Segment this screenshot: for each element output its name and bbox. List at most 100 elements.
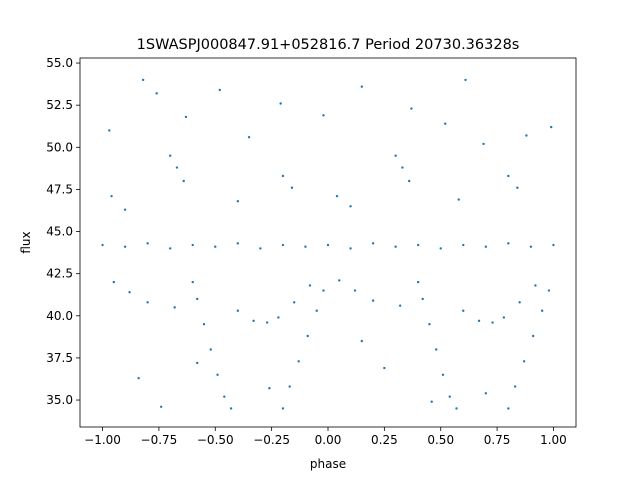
y-tick-label: 45.0 — [46, 225, 73, 239]
data-point — [360, 339, 364, 343]
data-point — [441, 373, 445, 376]
chart-title: 1SWASPJ000847.91+052816.7 Period 20730.3… — [137, 37, 520, 53]
data-point — [513, 385, 517, 388]
x-tick-label: 0.00 — [315, 433, 342, 447]
data-point — [229, 407, 233, 410]
data-point — [349, 205, 352, 208]
data-point — [529, 245, 533, 248]
data-point — [146, 301, 149, 304]
data-point — [279, 102, 282, 105]
data-point — [191, 243, 194, 247]
y-tick-label: 42.5 — [46, 267, 73, 281]
data-point — [209, 348, 212, 351]
y-tick-label: 55.0 — [46, 56, 73, 70]
data-point — [137, 376, 140, 380]
data-point — [360, 85, 364, 88]
data-point — [398, 304, 402, 307]
data-point — [335, 194, 339, 198]
data-point — [371, 299, 375, 302]
data-point — [407, 179, 411, 183]
data-point — [168, 247, 172, 250]
data-point — [290, 186, 294, 189]
data-point — [410, 107, 413, 110]
x-tick-label: 0.75 — [484, 433, 511, 447]
data-point — [123, 245, 127, 248]
data-point — [292, 301, 296, 304]
data-point — [236, 242, 240, 245]
data-point — [288, 385, 291, 388]
x-tick-label: 0.25 — [371, 433, 398, 447]
data-point — [439, 247, 442, 250]
data-point — [531, 334, 535, 338]
data-point — [155, 92, 158, 95]
data-point — [236, 309, 240, 312]
data-point — [516, 186, 519, 189]
data-point — [394, 154, 397, 157]
y-tick-label: 35.0 — [46, 393, 73, 407]
data-point — [175, 166, 179, 169]
x-tick-label: 1.00 — [540, 433, 567, 447]
data-point — [522, 360, 526, 363]
data-point — [484, 392, 488, 395]
data-point — [236, 200, 240, 203]
data-point — [448, 395, 451, 398]
data-point — [428, 323, 431, 326]
y-tick-label: 37.5 — [46, 351, 73, 365]
data-point — [101, 243, 104, 247]
data-point — [502, 316, 506, 319]
data-point — [308, 284, 312, 287]
data-point — [304, 245, 307, 248]
data-point — [214, 245, 217, 248]
y-axis-label: flux — [19, 231, 33, 253]
data-point — [416, 243, 420, 247]
data-point — [218, 88, 221, 92]
data-point — [430, 400, 433, 403]
data-point — [112, 280, 116, 284]
data-point — [401, 166, 404, 169]
data-point — [462, 243, 465, 247]
data-point — [435, 348, 438, 351]
data-point — [349, 247, 352, 250]
data-point — [525, 134, 528, 137]
x-tick-label: 0.50 — [427, 433, 454, 447]
data-point — [507, 407, 510, 410]
data-point — [484, 245, 488, 248]
data-point — [281, 407, 285, 410]
data-point — [191, 280, 194, 284]
data-point — [353, 289, 357, 292]
data-point — [455, 407, 458, 410]
data-point — [507, 174, 510, 178]
data-point — [416, 280, 420, 284]
x-tick-label: −0.50 — [197, 433, 234, 447]
data-point — [110, 194, 113, 198]
data-point — [326, 243, 330, 247]
data-point — [550, 125, 553, 129]
data-point — [534, 284, 537, 287]
data-point — [202, 323, 206, 326]
data-point — [277, 316, 280, 319]
data-point — [518, 301, 521, 304]
y-axis: 35.0 37.5 40.0 42.5 45.0 47.5 50.0 52.5 55.0 — [46, 56, 80, 407]
data-point — [371, 242, 375, 245]
data-point — [297, 360, 300, 363]
data-point — [223, 395, 226, 398]
data-point — [252, 319, 255, 323]
data-point — [259, 247, 262, 250]
x-axis-label: phase — [310, 457, 346, 471]
x-tick-label: −0.75 — [141, 433, 178, 447]
data-point — [306, 334, 309, 338]
data-point — [123, 208, 127, 211]
data-point — [482, 142, 485, 146]
data-point — [173, 306, 176, 309]
x-axis: −1.00 −0.75 −0.50 −0.25 0.00 0.25 0.50 0.75 1.00 — [84, 427, 567, 447]
y-tick-label: 52.5 — [46, 98, 73, 112]
data-point — [552, 243, 555, 247]
data-point — [108, 129, 111, 132]
data-point — [462, 309, 465, 312]
data-point — [265, 321, 269, 324]
data-point — [141, 78, 145, 82]
data-point — [281, 243, 285, 247]
data-point — [247, 135, 251, 139]
data-point — [315, 309, 318, 312]
